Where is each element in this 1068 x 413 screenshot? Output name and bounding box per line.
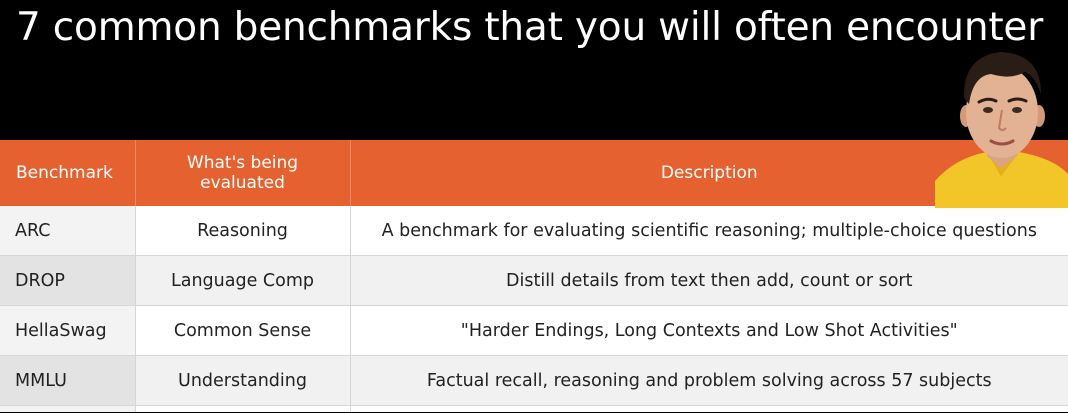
benchmark-name: DROP (0, 255, 136, 306)
evaluated-cell: Understanding (135, 355, 351, 406)
evaluated-cell: Reasoning (135, 206, 351, 256)
benchmark-table: Benchmark What's being evaluated Descrip… (0, 140, 1068, 412)
benchmark-name: HellaSwag (0, 305, 136, 356)
table-header-row: Benchmark What's being evaluated Descrip… (0, 140, 1068, 206)
benchmark-name: ARC (0, 206, 136, 256)
slide-title: 7 common benchmarks that you will often … (16, 5, 1044, 50)
header-benchmark: Benchmark (0, 140, 136, 206)
table-row: HellaSwag Common Sense "Harder Endings, … (0, 305, 1068, 356)
presenter-webcam-icon (935, 52, 1068, 208)
table-row: DROP Language Comp Distill details from … (0, 255, 1068, 306)
header-evaluated: What's being evaluated (135, 140, 351, 206)
benchmark-name: MMLU (0, 355, 136, 406)
description-cell: "Harder Endings, Long Contexts and Low S… (350, 305, 1068, 356)
description-cell: Factual recall, reasoning and problem so… (350, 355, 1068, 406)
table-row: MMLU Understanding Factual recall, reaso… (0, 355, 1068, 406)
description-cell: A benchmark for evaluating scientific re… (350, 206, 1068, 256)
evaluated-cell: Language Comp (135, 255, 351, 306)
table-row: ARC Reasoning A benchmark for evaluating… (0, 206, 1068, 256)
evaluated-cell: Common Sense (135, 305, 351, 356)
description-cell: Distill details from text then add, coun… (350, 255, 1068, 306)
table-row-partial (0, 405, 1068, 412)
